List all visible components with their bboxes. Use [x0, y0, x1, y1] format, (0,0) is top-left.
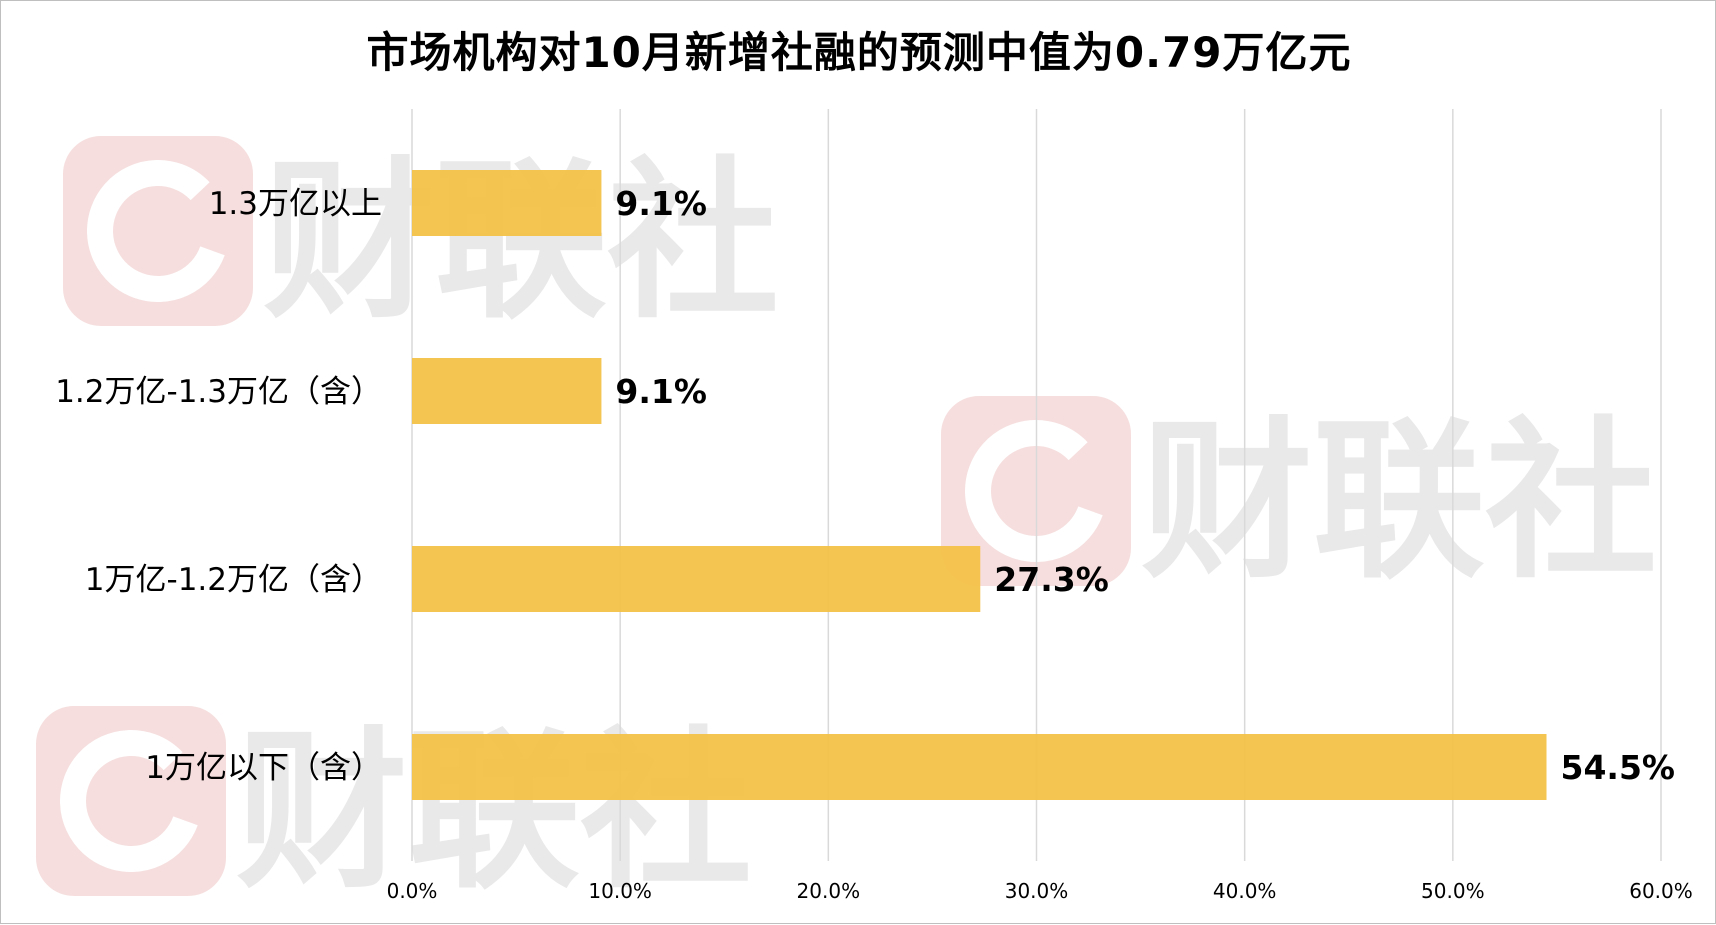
x-tick-label: 20.0% — [797, 879, 861, 903]
bar — [412, 734, 1547, 800]
x-tick-label: 30.0% — [1005, 879, 1069, 903]
x-tick-label: 50.0% — [1421, 879, 1485, 903]
bar — [412, 546, 981, 612]
watermark: 财联社 — [941, 396, 1657, 602]
x-tick-label: 0.0% — [387, 879, 438, 903]
bar — [412, 170, 602, 236]
chart-title: 市场机构对10月新增社融的预测中值为0.79万亿元 — [366, 28, 1352, 77]
x-tick-label: 40.0% — [1213, 879, 1277, 903]
x-tick-label: 10.0% — [588, 879, 652, 903]
data-label: 27.3% — [994, 560, 1108, 599]
watermark-logo-c-icon — [60, 730, 202, 872]
data-label: 54.5% — [1561, 748, 1676, 787]
watermark-logo-c-icon — [87, 160, 229, 302]
x-tick-label: 60.0% — [1629, 879, 1693, 903]
watermark: 财联社 — [63, 136, 779, 342]
category-label: 1万亿以下（含） — [145, 750, 382, 786]
data-label: 9.1% — [615, 184, 707, 223]
data-label: 9.1% — [615, 372, 707, 411]
category-label: 1万亿-1.2万亿（含） — [85, 562, 382, 598]
category-label: 1.2万亿-1.3万亿（含） — [55, 374, 382, 410]
bar — [412, 358, 602, 424]
watermark-text: 财联社 — [1141, 401, 1657, 602]
category-label: 1.3万亿以上 — [209, 186, 382, 222]
